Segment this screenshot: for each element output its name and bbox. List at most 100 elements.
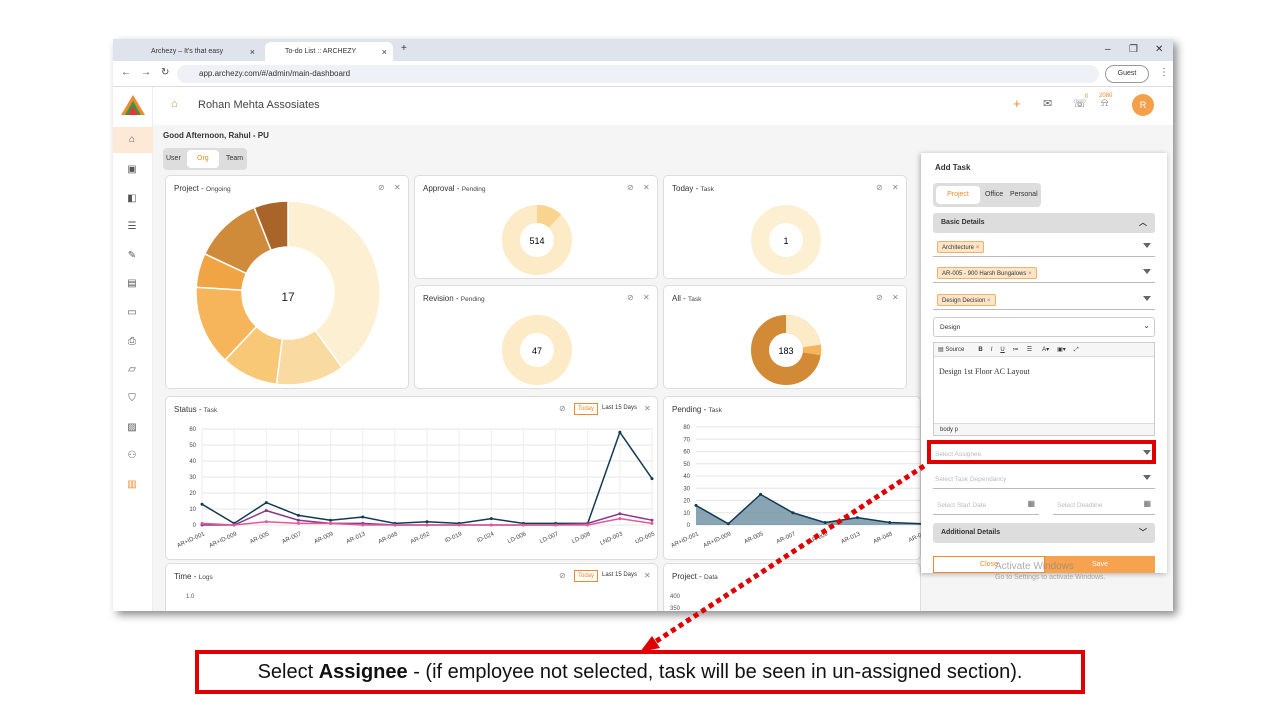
data-point [650, 521, 654, 525]
home-icon[interactable]: ⌂ [128, 134, 136, 145]
close-icon[interactable]: ✕ [892, 183, 899, 192]
hide-icon[interactable]: ⊘ [627, 183, 634, 192]
close-icon[interactable]: ✕ [644, 404, 651, 413]
toggle-user[interactable]: User [166, 155, 181, 162]
tab-office[interactable]: Office [985, 191, 1004, 198]
y-tick-label: 0 [193, 523, 197, 529]
chip-remove-icon[interactable]: × [1028, 271, 1032, 277]
x-tick-label: AR+ID-001 [176, 531, 206, 549]
area-fill [696, 494, 922, 525]
calendar-icon[interactable]: ▦ [1143, 499, 1151, 508]
clipboard-icon[interactable]: ▣ [127, 164, 137, 175]
data-point [457, 523, 461, 527]
last15-filter-button[interactable]: Last 15 Days [599, 403, 641, 413]
bold-icon[interactable]: B [978, 347, 983, 353]
building-icon[interactable]: ▥ [127, 479, 137, 490]
card-today-task: Today - Task ⊘ ✕ 1 [663, 175, 907, 279]
rich-text-editor[interactable]: ▤ Source B I U ≔ ☰ A▾ ▣▾ ⤢ Design 1st Floor AC L… [933, 342, 1155, 436]
restore-icon[interactable]: ❐ [1129, 44, 1138, 55]
minimize-icon[interactable]: – [1105, 44, 1111, 55]
hide-icon[interactable]: ⊘ [559, 571, 566, 580]
print-icon[interactable]: ⎙ [128, 336, 136, 347]
dependency-select[interactable]: Select Task Dependancy [933, 469, 1155, 489]
maximize-icon[interactable]: ⤢ [1073, 347, 1079, 353]
hide-icon[interactable]: ⊘ [559, 404, 566, 413]
department-select[interactable]: Architecture × [933, 237, 1155, 257]
report-icon[interactable]: ▤ [127, 278, 137, 289]
save-button[interactable]: Save [1045, 556, 1155, 573]
start-date-input[interactable]: Select Start Date ▦ [933, 495, 1039, 515]
hide-icon[interactable]: ⊘ [876, 183, 883, 192]
last15-filter-button[interactable]: Last 15 Days [599, 570, 641, 580]
bg-color-icon[interactable]: ▣▾ [1057, 347, 1066, 353]
y-tick-label: 60 [189, 427, 196, 433]
tab-label: Archezy – It's that easy [151, 48, 224, 55]
x-tick-label: UD-005 [635, 531, 657, 545]
numbered-list-icon[interactable]: ≔ [1012, 347, 1019, 353]
today-filter-button[interactable]: Today [574, 570, 599, 582]
forward-icon[interactable]: → [141, 67, 151, 78]
basic-details-section[interactable]: Basic Details ︿ [933, 213, 1155, 233]
tasks-icon[interactable]: ◧ [127, 193, 137, 204]
guest-profile-button[interactable]: Guest [1105, 65, 1149, 83]
bell-icon[interactable]: ⍾ [1101, 97, 1109, 109]
card-revision-pending: Revision - Pending ⊘ ✕ 47 [414, 285, 658, 389]
toggle-org[interactable]: Org [187, 150, 219, 168]
donut-center-label: 17 [281, 290, 295, 304]
close-icon[interactable]: ✕ [643, 293, 650, 302]
chat-icon[interactable]: ☏ [1073, 98, 1087, 110]
chip-remove-icon[interactable]: × [975, 245, 980, 251]
menu-icon[interactable]: ⋮ [1159, 67, 1169, 78]
mail-icon[interactable]: ✉ [1043, 98, 1053, 110]
chevron-down-icon: ﹀ [1139, 528, 1147, 537]
tab-todo[interactable]: To-do List :: ARCHEZY × [265, 42, 393, 61]
folder-icon[interactable]: ▱ [128, 364, 136, 375]
task-type-select[interactable]: Design Decision × [933, 290, 1155, 310]
reload-icon[interactable]: ↻ [161, 67, 170, 78]
close-icon[interactable]: ✕ [892, 293, 899, 302]
card-approval-pending: Approval - Pending ⊘ ✕ 514 [414, 175, 658, 279]
data-point [200, 521, 204, 525]
toggle-team[interactable]: Team [226, 155, 244, 162]
add-icon[interactable]: + [1013, 96, 1021, 111]
italic-icon[interactable]: I [990, 347, 993, 353]
back-icon[interactable]: ← [121, 67, 131, 78]
tab-personal[interactable]: Personal [1010, 191, 1038, 198]
hide-icon[interactable]: ⊘ [378, 183, 385, 192]
tab-archezy[interactable]: Archezy – It's that easy × [131, 42, 261, 61]
project-select[interactable]: AR-005 - 900 Harsh Bungalows × [933, 263, 1155, 283]
category-select[interactable]: Design ⌄ [933, 317, 1155, 337]
text-color-icon[interactable]: A▾ [1042, 347, 1050, 353]
close-icon[interactable]: × [381, 46, 387, 57]
close-icon[interactable]: × [249, 46, 255, 57]
avatar[interactable]: R [1132, 94, 1154, 116]
y-tick-label: 20 [189, 491, 196, 497]
deadline-input[interactable]: Select Deadline ▦ [1053, 495, 1155, 515]
tab-project[interactable]: Project [936, 186, 980, 204]
additional-details-section[interactable]: Additional Details ﹀ [933, 523, 1155, 543]
hide-icon[interactable]: ⊘ [627, 293, 634, 302]
url-input[interactable]: app.archezy.com/#/admin/main-dashboard [177, 65, 1099, 83]
invoice-icon[interactable]: ▨ [127, 422, 137, 433]
shield-icon[interactable]: ⛉ [128, 393, 136, 404]
close-icon[interactable]: ✕ [643, 183, 650, 192]
source-button[interactable]: ▤ Source [938, 347, 965, 353]
edit-icon[interactable]: ✎ [127, 250, 137, 261]
close-icon[interactable]: ✕ [644, 571, 651, 580]
today-filter-button[interactable]: Today [574, 403, 599, 415]
company-logo-icon: ⌂ [171, 98, 178, 110]
chevron-down-icon [1143, 450, 1151, 455]
underline-icon[interactable]: U [1000, 347, 1005, 353]
calendar-icon[interactable]: ▦ [1027, 499, 1035, 508]
list-icon[interactable]: ☰ [127, 221, 137, 232]
team-icon[interactable]: ⚇ [127, 450, 137, 461]
hide-icon[interactable]: ⊘ [876, 293, 883, 302]
bullet-list-icon[interactable]: ☰ [1026, 347, 1033, 353]
editor-content[interactable]: Design 1st Floor AC Layout [939, 367, 1030, 376]
new-tab-icon[interactable]: + [401, 43, 407, 54]
close-icon[interactable]: ✕ [394, 183, 401, 192]
close-button[interactable]: Close [933, 556, 1045, 573]
window-close-icon[interactable]: ✕ [1155, 44, 1164, 55]
book-icon[interactable]: ▭ [127, 307, 137, 318]
chip-remove-icon[interactable]: × [987, 298, 991, 304]
